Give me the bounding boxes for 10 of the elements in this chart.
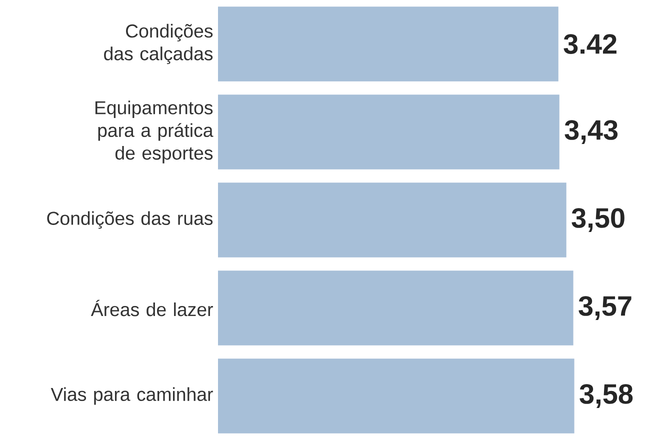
data-label: 3,57 bbox=[578, 296, 632, 320]
data-label: 3,50 bbox=[572, 208, 624, 232]
data-label: 3,43 bbox=[564, 120, 618, 144]
y-tick-label: Condições das ruas bbox=[47, 211, 213, 229]
y-tick-label: Vias para caminhar bbox=[50, 387, 213, 405]
data-label: 3.42 bbox=[564, 34, 616, 54]
y-tick-label: Condições das calçadas bbox=[104, 24, 213, 64]
data-label: 3,58 bbox=[580, 384, 633, 408]
y-tick-label: Áreas de lazer bbox=[90, 300, 213, 316]
y-tick-label: Equipamentos para a prática de esportes bbox=[95, 100, 214, 164]
